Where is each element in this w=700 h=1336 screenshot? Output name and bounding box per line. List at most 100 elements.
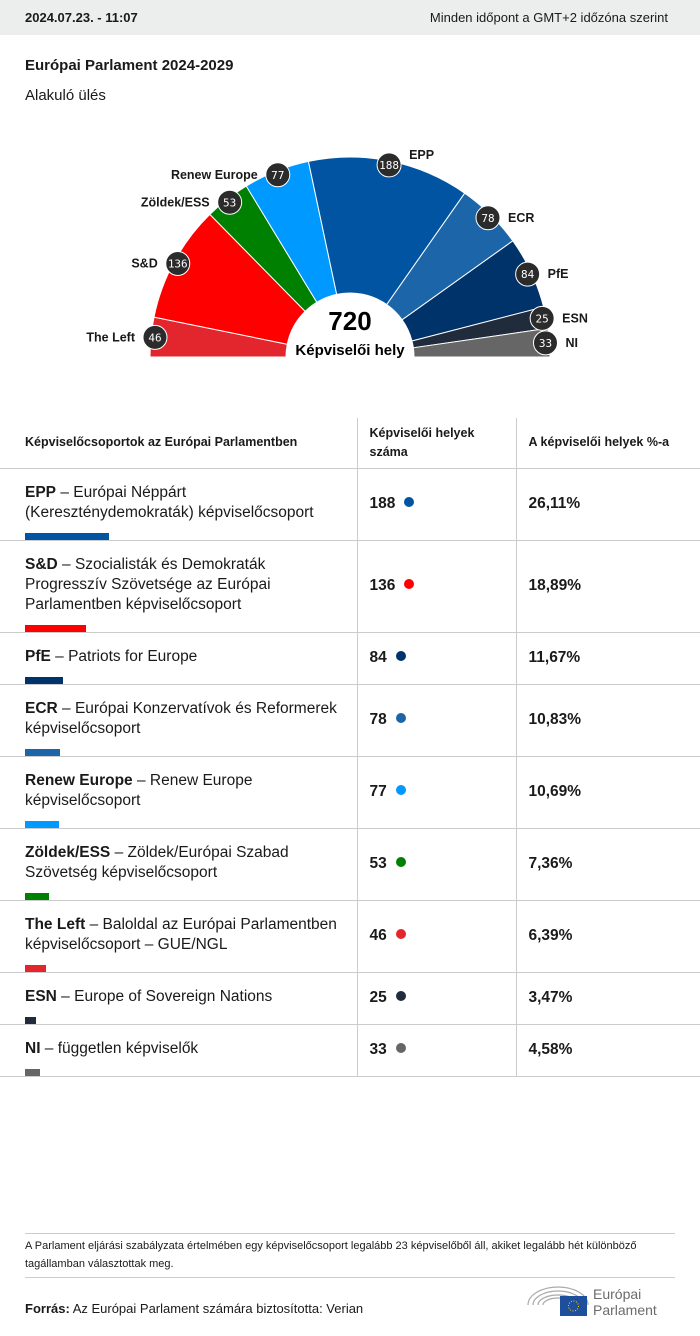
- value-bubble: [142, 324, 168, 350]
- total-seats: 720: [328, 306, 371, 336]
- group-cell: The Left – Baloldal az Európai Parlament…: [0, 900, 357, 973]
- groups-table: Képviselőcsoportok az Európai Parlamentb…: [0, 418, 700, 1077]
- group-name: – Európai Konzervatívok és Reformerek ké…: [25, 699, 337, 737]
- color-dot: [395, 991, 406, 1001]
- group-cell: PfE – Patriots for Europe: [0, 632, 357, 685]
- header-group: Képviselőcsoportok az Európai Parlamentb…: [0, 418, 357, 469]
- series-name-label: ESN: [562, 311, 588, 325]
- group-cell: EPP – Európai Néppárt (Kereszténydemokra…: [0, 468, 357, 541]
- seats-cell: 84: [356, 632, 517, 685]
- value-label: 188: [379, 159, 399, 172]
- value-bubble: [165, 250, 191, 276]
- group-abbr: EPP: [25, 483, 57, 501]
- timezone-note: Minden időpont a GMT+2 időzóna szerint: [429, 10, 668, 25]
- seats-value: 77: [369, 783, 387, 800]
- source-text: Az Európai Parlament számára biztosított…: [69, 1301, 364, 1316]
- svg-text:Parlament: Parlament: [593, 1302, 657, 1318]
- group-cell: ECR – Európai Konzervatívok és Reformere…: [0, 684, 357, 757]
- group-name: – Baloldal az Európai Parlamentben képvi…: [25, 915, 337, 953]
- color-dot: [404, 579, 415, 589]
- value-bubble: [265, 162, 291, 188]
- page-subtitle: Alakuló ülés: [25, 87, 106, 104]
- group-abbr: NI: [25, 1039, 41, 1057]
- group-name: – Zöldek/Európai Szabad Szövetség képvis…: [25, 843, 289, 881]
- table-row: EPP – Európai Néppárt (Kereszténydemokra…: [0, 468, 700, 541]
- color-dot: [395, 857, 406, 867]
- group-abbr: Renew Europe: [25, 771, 133, 789]
- seat-bar: [25, 964, 46, 972]
- seats-value: 188: [369, 495, 396, 512]
- percent-cell: 7,36%: [516, 828, 700, 901]
- group-abbr: Zöldek/ESS: [25, 843, 111, 861]
- value-bubble: [475, 205, 501, 231]
- group-name: – Europe of Sovereign Nations: [56, 987, 273, 1005]
- color-dot: [395, 651, 406, 661]
- table-row: NI – független képviselők 33 4,58%: [0, 1024, 700, 1077]
- header-percent: A képviselői helyek %-a: [516, 418, 700, 469]
- table-row: ECR – Európai Konzervatívok és Reformere…: [0, 684, 700, 757]
- group-cell: NI – független képviselők: [0, 1024, 357, 1077]
- percent-cell: 10,83%: [516, 684, 700, 757]
- percent-cell: 10,69%: [516, 756, 700, 829]
- seat-bar: [25, 892, 49, 900]
- page-title: Európai Parlament 2024-2029: [25, 57, 234, 74]
- table-header: Képviselőcsoportok az Európai Parlamentb…: [0, 418, 700, 469]
- seats-value: 46: [369, 927, 387, 944]
- group-name: – Renew Europe képviselőcsoport: [25, 771, 253, 809]
- seat-bar: [25, 532, 110, 540]
- header-seats: Képviselői helyek száma: [356, 418, 517, 469]
- table-row: ESN – Europe of Sovereign Nations 25 3,4…: [0, 972, 700, 1025]
- series-name-label: EPP: [409, 148, 434, 162]
- value-label: 25: [536, 312, 549, 325]
- seat-bar: [25, 820, 60, 828]
- percent-cell: 4,58%: [516, 1024, 700, 1077]
- color-dot: [395, 713, 406, 723]
- footnote: A Parlament eljárási szabályzata értelmé…: [25, 1233, 675, 1278]
- table-row: Renew Europe – Renew Europe képviselőcso…: [0, 756, 700, 829]
- seats-cell: 136: [356, 540, 517, 633]
- group-name: – Szocialisták és Demokraták Progresszív…: [25, 555, 271, 613]
- seats-value: 25: [369, 989, 387, 1006]
- group-abbr: PfE: [25, 647, 51, 665]
- seat-bar: [25, 1068, 40, 1076]
- series-name-label: PfE: [548, 267, 569, 281]
- seats-value: 78: [369, 711, 387, 728]
- color-dot: [395, 1043, 406, 1053]
- seats-cell: 188: [356, 468, 517, 541]
- table-row: PfE – Patriots for Europe 84 11,67%: [0, 632, 700, 685]
- seats-value: 33: [369, 1041, 387, 1058]
- series-name-label: ECR: [508, 211, 534, 225]
- source: Forrás: Az Európai Parlament számára biz…: [25, 1301, 363, 1316]
- series-name-label: The Left: [86, 330, 135, 344]
- seat-bar: [25, 748, 60, 756]
- series-name-label: Zöldek/ESS: [141, 195, 210, 209]
- value-label: 78: [481, 212, 494, 225]
- seat-bar: [25, 1016, 37, 1024]
- color-dot: [404, 497, 415, 507]
- seats-cell: 46: [356, 900, 517, 973]
- group-abbr: The Left: [25, 915, 86, 933]
- table-row: S&D – Szocialisták és Demokraták Progres…: [0, 540, 700, 633]
- value-bubble: [515, 261, 541, 287]
- svg-text:Európai: Európai: [593, 1286, 641, 1302]
- seats-value: 84: [369, 649, 387, 666]
- color-dot: [395, 929, 406, 939]
- series-name-label: S&D: [131, 256, 157, 270]
- group-name: – Európai Néppárt (Kereszténydemokraták)…: [25, 483, 314, 521]
- seats-cell: 78: [356, 684, 517, 757]
- percent-cell: 6,39%: [516, 900, 700, 973]
- source-label: Forrás:: [25, 1301, 70, 1316]
- group-name: – független képviselők: [40, 1039, 199, 1057]
- value-bubble: [217, 189, 243, 215]
- value-bubble: [376, 152, 402, 178]
- series-name-label: NI: [565, 336, 578, 350]
- hemicycle-chart: 46 The Left 136 S&D 53 Zöldek/ESS 77 Renew Euro…: [86, 148, 588, 359]
- group-cell: Renew Europe – Renew Europe képviselőcso…: [0, 756, 357, 829]
- total-label: Képviselői hely: [295, 342, 405, 359]
- seats-cell: 33: [356, 1024, 517, 1077]
- segment-s-d: [153, 213, 306, 345]
- group-abbr: ECR: [25, 699, 58, 717]
- group-name: – Patriots for Europe: [50, 647, 198, 665]
- value-label: 84: [521, 268, 535, 281]
- percent-cell: 3,47%: [516, 972, 700, 1025]
